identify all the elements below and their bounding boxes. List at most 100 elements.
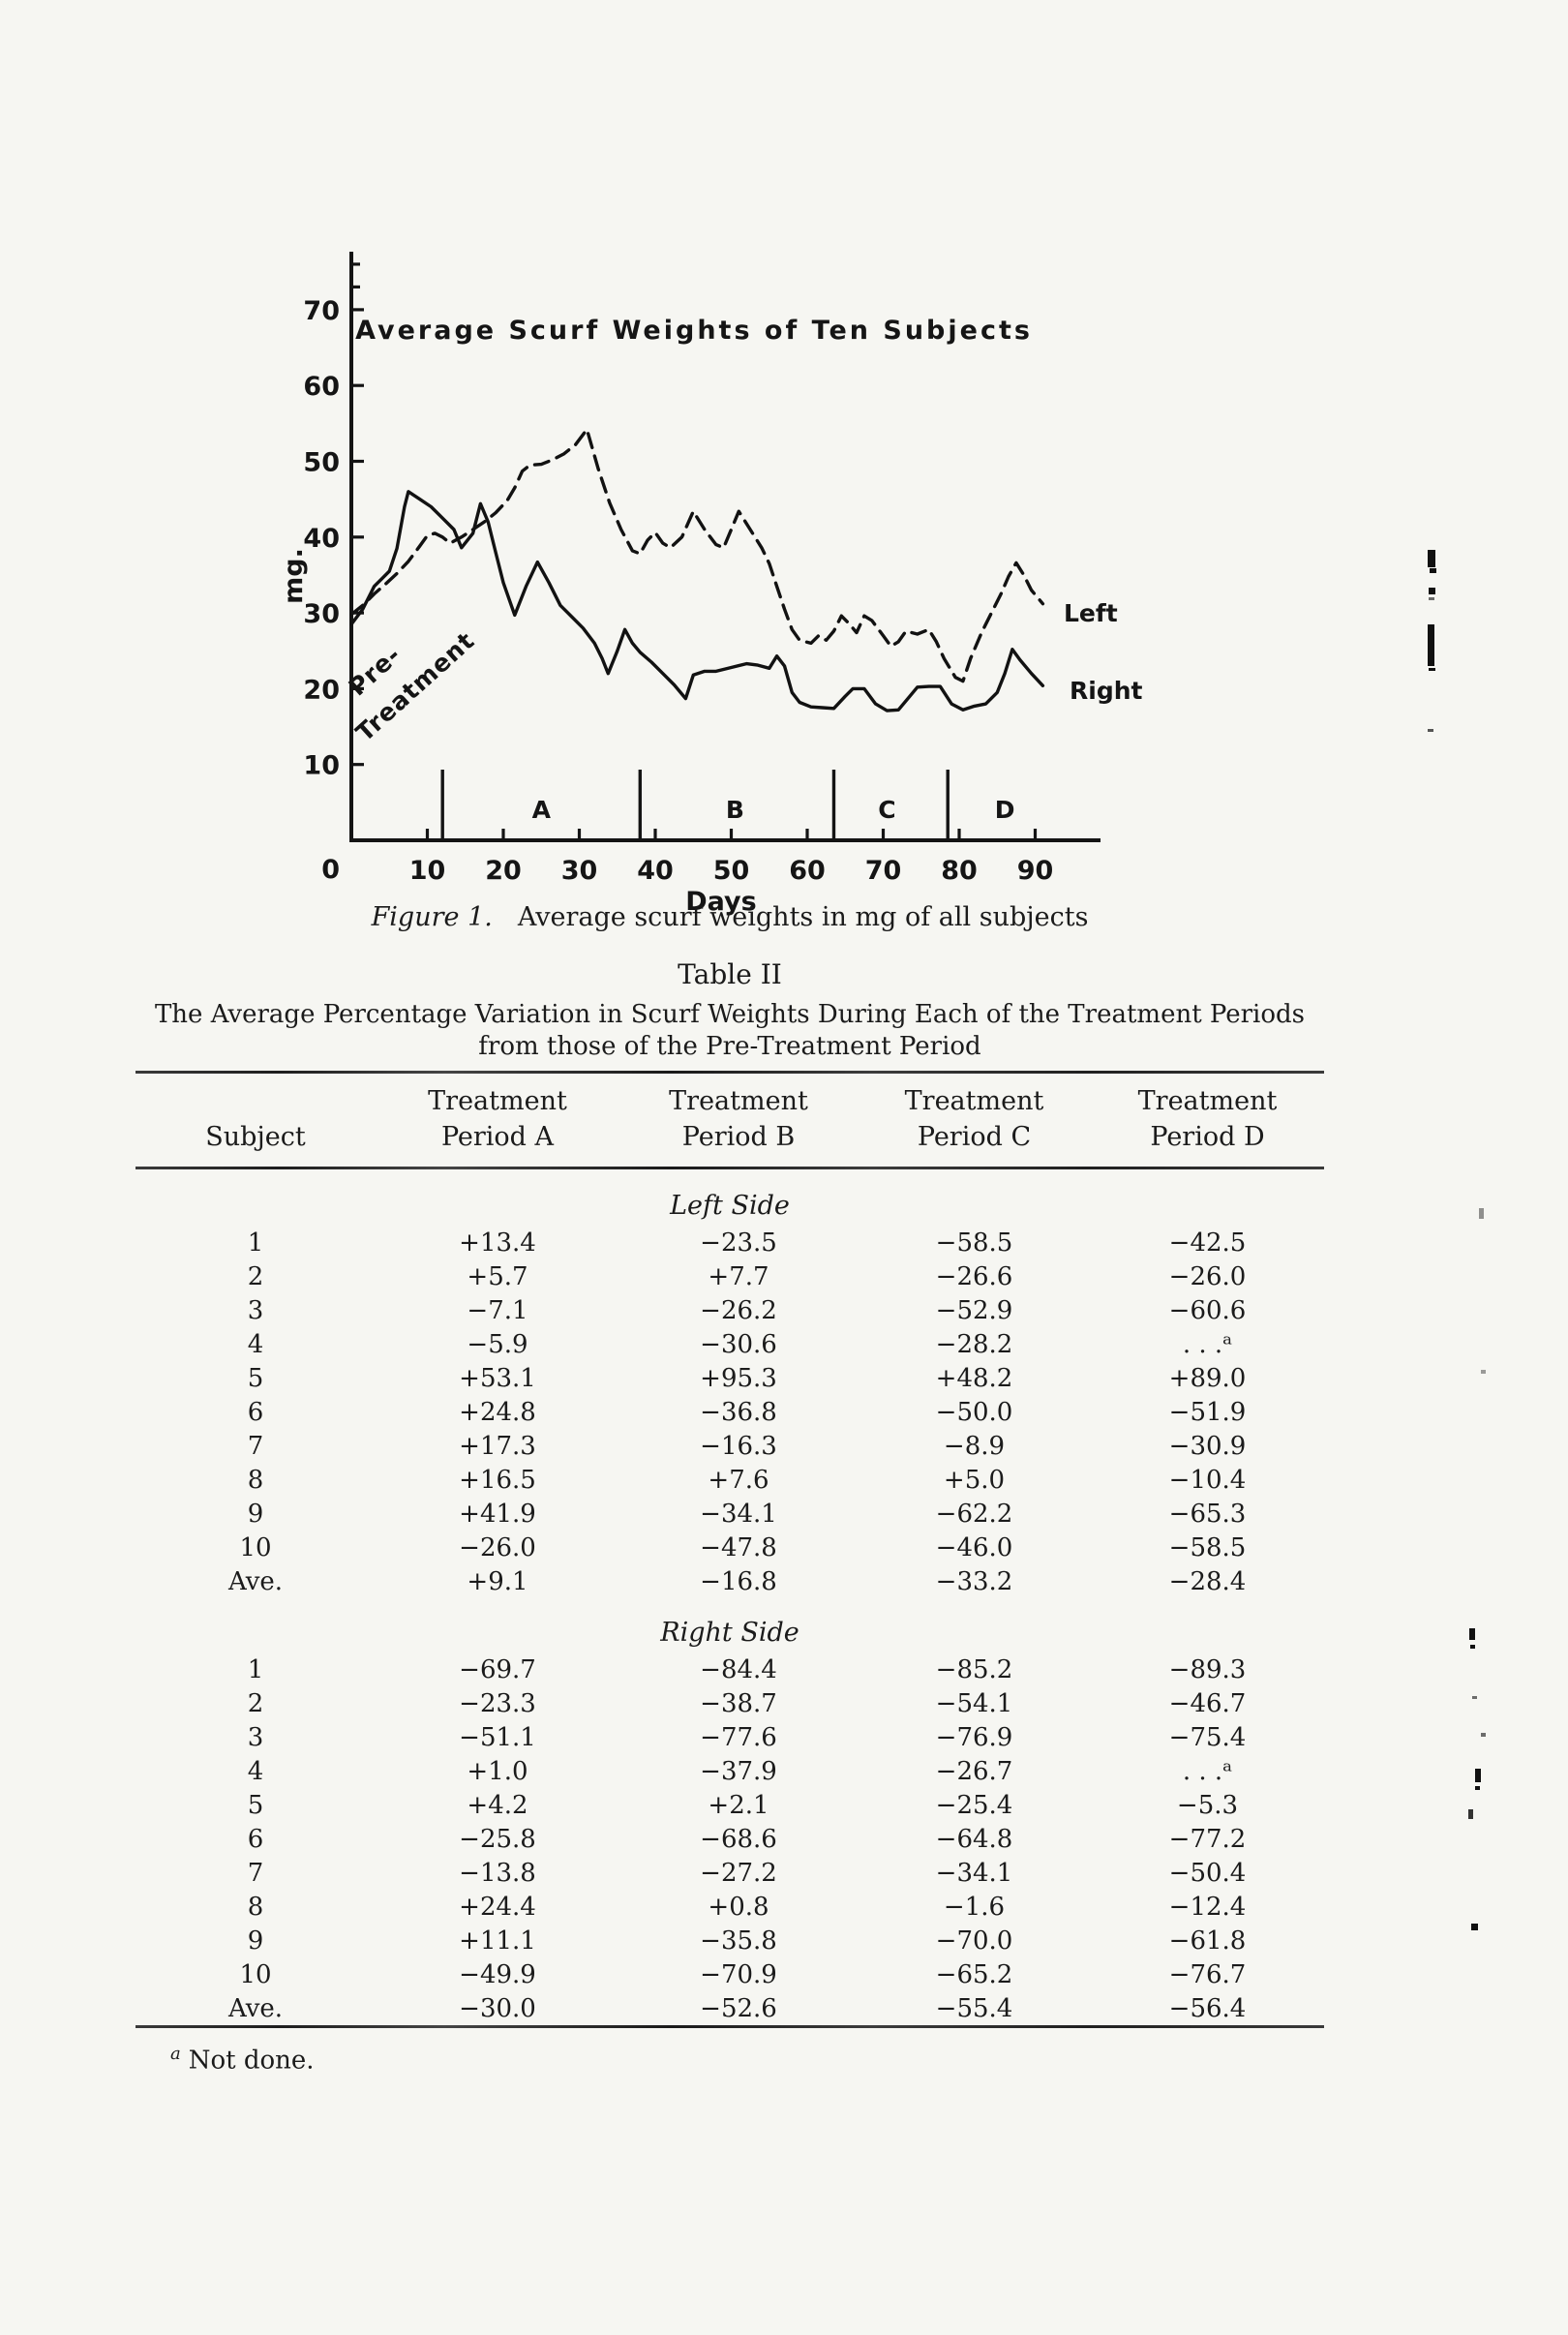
subject-cell: 8: [247, 1892, 264, 1922]
value-cell: −16.3: [700, 1431, 777, 1461]
value-cell: −12.4: [1168, 1892, 1247, 1922]
table-row: 9 +41.9 −34.1 −62.2 −65.3: [136, 1497, 1324, 1531]
value-cell: −26.0: [1168, 1261, 1247, 1291]
value-cell: −50.4: [1168, 1858, 1247, 1888]
chart-axes: [349, 252, 1101, 842]
header-cell-period-b: Period B: [681, 1122, 796, 1152]
header-cell-period-d: Period D: [1150, 1122, 1265, 1152]
table-ii: Treatment Treatment Treatment Treatment …: [136, 1071, 1324, 2076]
table-row: 5 +4.2 +2.1 −25.4 −5.3: [136, 1788, 1324, 1822]
table-row: 4 +1.0 −37.9 −26.7 . . .ᵃ: [136, 1754, 1324, 1788]
value-cell: +89.0: [1168, 1363, 1247, 1393]
period-label: D: [995, 796, 1015, 824]
value-cell: −30.6: [700, 1329, 777, 1359]
value-cell: −16.8: [700, 1566, 777, 1596]
table-row: Ave. −30.0 −52.6 −55.4 −56.4: [136, 1991, 1324, 2025]
subject-cell: 1: [247, 1654, 264, 1684]
subject-cell: 8: [247, 1465, 264, 1495]
x-tick-label: 40: [637, 856, 674, 886]
value-cell: −65.3: [1168, 1499, 1247, 1529]
table-row: 1 +13.4 −23.5 −58.5 −42.5: [136, 1226, 1324, 1259]
value-cell: −7.1: [467, 1295, 528, 1325]
y-tick-label: 10: [303, 751, 340, 781]
subject-cell: 5: [247, 1363, 264, 1393]
table-title: The Average Percentage Variation in Scur…: [39, 999, 1421, 1063]
x-tick-label: 10: [409, 856, 446, 886]
x-tick-label: 30: [561, 856, 598, 886]
table-rule-bottom: [136, 2025, 1324, 2028]
value-cell: −5.3: [1176, 1790, 1239, 1820]
header-cell: Treatment: [1137, 1086, 1278, 1116]
table-row: Ave. +9.1 −16.8 −33.2 −28.4: [136, 1564, 1324, 1598]
value-cell: −34.1: [700, 1499, 777, 1529]
value-cell: +2.1: [708, 1790, 769, 1820]
value-cell: −35.8: [700, 1926, 777, 1956]
value-cell: −51.1: [459, 1722, 536, 1752]
value-cell: −36.8: [700, 1397, 777, 1427]
table-row: 3 −51.1 −77.6 −76.9 −75.4: [136, 1720, 1324, 1754]
scan-artifact: [1470, 1645, 1475, 1649]
series-label-left: Left: [1064, 599, 1118, 627]
value-cell: +95.3: [700, 1363, 777, 1393]
value-cell: −46.7: [1168, 1688, 1247, 1718]
value-cell: +16.5: [459, 1465, 536, 1495]
value-cell: −26.0: [459, 1532, 536, 1562]
value-cell: +48.2: [935, 1363, 1013, 1393]
value-cell: −8.9: [943, 1431, 1006, 1461]
figure-caption-text: Average scurf weights in mg of all subje…: [517, 902, 1089, 932]
table-row: 8 +24.4 +0.8 −1.6 −12.4: [136, 1890, 1324, 1924]
value-cell: +17.3: [459, 1431, 536, 1461]
table-rule-mid: [136, 1167, 1324, 1169]
subject-cell: 5: [247, 1790, 264, 1820]
value-cell: +9.1: [467, 1566, 528, 1596]
table-row: 5 +53.1 +95.3 +48.2 +89.0: [136, 1361, 1324, 1395]
value-cell: −85.2: [935, 1654, 1013, 1684]
y-tick-label: 60: [303, 372, 340, 402]
subject-cell: 9: [247, 1926, 264, 1956]
scan-artifact: [1475, 1786, 1480, 1790]
table-row: 2 −23.3 −38.7 −54.1 −46.7: [136, 1686, 1324, 1720]
value-cell: −75.4: [1168, 1722, 1247, 1752]
section-label: Left Side: [670, 1190, 790, 1221]
value-cell: −77.2: [1168, 1824, 1247, 1854]
scan-artifact: [1428, 550, 1435, 567]
x-tick-label: 50: [713, 856, 750, 886]
x-tick-label: 90: [1017, 856, 1054, 886]
value-cell: +41.9: [459, 1499, 536, 1529]
table-title-line2: from those of the Pre-Treatment Period: [478, 1032, 981, 1061]
value-cell: +4.2: [467, 1790, 528, 1820]
value-cell: −37.9: [700, 1756, 777, 1786]
header-cell: Treatment: [904, 1086, 1044, 1116]
footnote-marker: a: [170, 2044, 181, 2064]
value-cell: +0.8: [708, 1892, 769, 1922]
value-cell: −23.3: [459, 1688, 536, 1718]
value-cell: −65.2: [935, 1959, 1013, 1989]
x-tick-label: 20: [485, 856, 522, 886]
x-tick-label: 70: [865, 856, 902, 886]
subject-cell: 3: [247, 1295, 264, 1325]
subject-cell: Ave.: [227, 1566, 284, 1596]
subject-cell: 2: [247, 1688, 264, 1718]
figure-1-chart: 10 20 30 40 50 60 70 10 20 30 40 50 60 70 80 90 A B C D Ave…: [279, 252, 1143, 917]
scan-artifact: [1430, 568, 1436, 573]
value-cell: −61.8: [1168, 1926, 1247, 1956]
value-cell: −27.2: [700, 1858, 777, 1888]
value-cell: −52.6: [700, 1993, 777, 2023]
value-cell: −76.7: [1168, 1959, 1247, 1989]
value-cell: −50.0: [935, 1397, 1013, 1427]
y-tick-label: 30: [303, 599, 340, 629]
table-row: 3 −7.1 −26.2 −52.9 −60.6: [136, 1293, 1324, 1327]
value-cell: −84.4: [700, 1654, 777, 1684]
x-tick-label: 60: [789, 856, 826, 886]
table-row: 9 +11.1 −35.8 −70.0 −61.8: [136, 1924, 1324, 1957]
value-cell: −28.2: [935, 1329, 1013, 1359]
value-cell: −69.7: [459, 1654, 536, 1684]
value-cell: −26.2: [700, 1295, 777, 1325]
y-axis-label: mg.: [279, 548, 309, 604]
series-left-curve: [349, 427, 1045, 683]
value-cell: −30.9: [1168, 1431, 1247, 1461]
scan-artifact: [1468, 1809, 1473, 1819]
y-tick-label: 50: [303, 448, 340, 478]
scan-artifact: [1479, 1208, 1484, 1219]
